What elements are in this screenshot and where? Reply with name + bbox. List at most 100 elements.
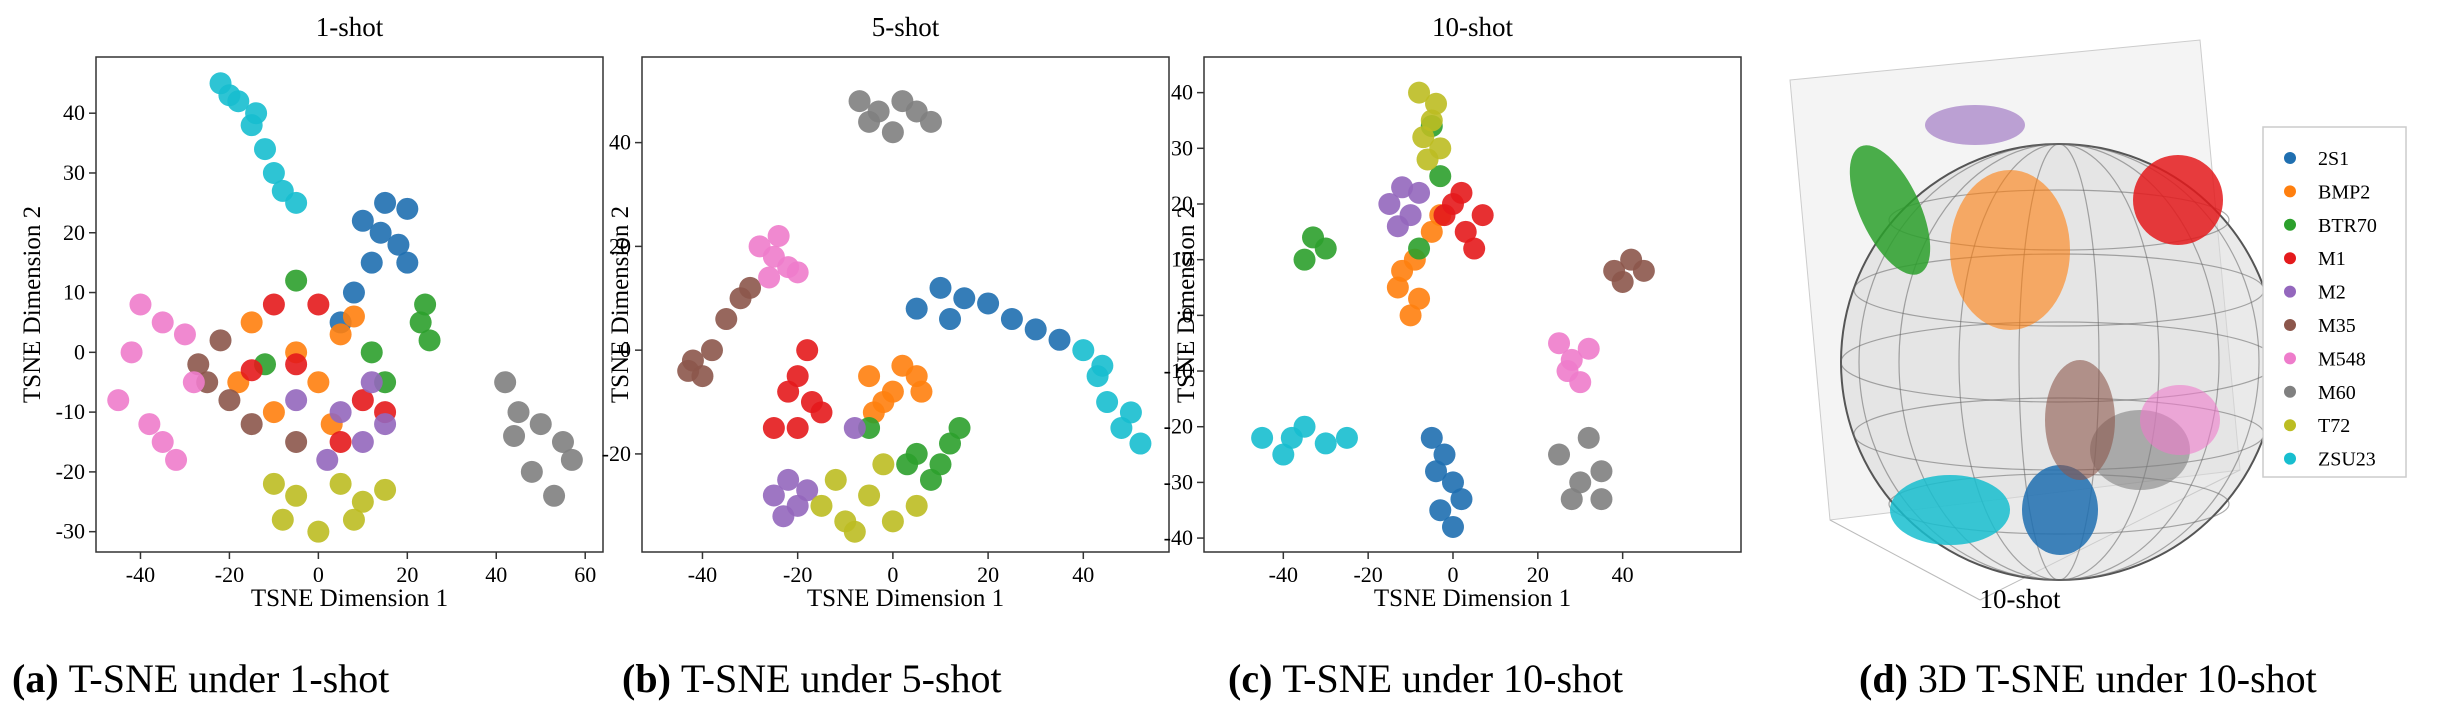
point <box>360 341 383 364</box>
y-axis-label: TSNE Dimension 2 <box>1173 206 1200 403</box>
y-tick-label: -20 <box>1164 414 1193 439</box>
plot-frame <box>641 56 1170 553</box>
legend-marker <box>2284 285 2296 298</box>
y-tick-label: -30 <box>56 519 85 544</box>
caption-label: (d) <box>1859 656 1908 701</box>
point <box>342 281 365 304</box>
legend-marker <box>2284 452 2296 465</box>
point <box>351 389 374 412</box>
y-tick-label: -10 <box>1164 358 1193 383</box>
x-tick-label: 40 <box>485 562 507 587</box>
x-tick-label: -20 <box>215 562 244 587</box>
point <box>240 413 263 436</box>
point <box>1454 220 1477 243</box>
point <box>948 416 971 439</box>
y-tick-label: 40 <box>609 130 631 155</box>
y-tick-label: 40 <box>1171 80 1193 105</box>
legend-marker <box>2284 185 2296 198</box>
caption-text: T-SNE under 1-shot <box>69 656 390 701</box>
point <box>396 197 419 220</box>
y-tick-label: 0 <box>620 337 631 362</box>
caption-text: T-SNE under 10-shot <box>1282 656 1623 701</box>
point <box>543 484 566 507</box>
point <box>351 209 374 232</box>
point <box>218 389 241 412</box>
point <box>1577 426 1600 449</box>
point <box>858 365 881 388</box>
y-tick-label: 20 <box>1171 191 1193 216</box>
point <box>896 453 919 476</box>
legend-label: BTR70 <box>2318 215 2377 237</box>
points <box>1251 81 1655 538</box>
y-tick-label: -40 <box>1164 525 1193 550</box>
y-tick-label: 10 <box>1171 247 1193 272</box>
point <box>1450 488 1473 511</box>
point <box>919 468 942 491</box>
caption: (d) 3D T-SNE under 10-shot <box>1859 656 2317 701</box>
point <box>494 371 517 394</box>
point <box>1119 401 1142 424</box>
point <box>1420 109 1443 132</box>
point <box>824 468 847 491</box>
point <box>173 323 196 346</box>
point <box>1560 488 1583 511</box>
point <box>1590 488 1613 511</box>
point <box>507 401 530 424</box>
y-tick-label: 30 <box>63 160 85 185</box>
point <box>307 371 330 394</box>
point <box>1391 176 1414 199</box>
point <box>929 276 952 299</box>
point <box>1272 443 1295 466</box>
point <box>551 431 574 453</box>
point <box>307 520 330 543</box>
point <box>777 468 800 491</box>
y-tick-label: 20 <box>63 220 85 245</box>
legend-label: M35 <box>2318 315 2356 337</box>
point <box>396 251 419 274</box>
legend-marker <box>2284 385 2296 398</box>
caption-label: (b) <box>622 656 671 701</box>
point <box>409 311 432 334</box>
point <box>360 371 383 394</box>
point <box>503 425 526 448</box>
point <box>218 84 241 107</box>
legend-label: M548 <box>2318 348 2366 370</box>
point <box>1425 460 1448 483</box>
chart-title: 10-shot <box>1432 12 1513 42</box>
point <box>1569 471 1592 494</box>
point <box>872 453 895 476</box>
caption-text: 3D T-SNE under 10-shot <box>1918 656 2317 701</box>
point <box>848 90 871 113</box>
caption-label: (c) <box>1228 656 1272 701</box>
point <box>843 520 866 543</box>
point <box>285 431 308 453</box>
y-tick-label: -30 <box>1164 469 1193 494</box>
point <box>240 359 263 382</box>
point <box>810 401 833 424</box>
point <box>1000 308 1023 331</box>
point <box>262 472 285 495</box>
point <box>1408 81 1431 104</box>
plot-frame <box>95 56 604 553</box>
point <box>351 490 374 513</box>
legend-label: T72 <box>2318 415 2350 437</box>
point <box>187 353 210 376</box>
point <box>1425 92 1448 115</box>
point <box>1556 360 1579 383</box>
x-axis-label: TSNE Dimension 1 <box>251 585 448 612</box>
point <box>1450 181 1473 204</box>
legend-marker <box>2284 252 2296 265</box>
point <box>867 100 890 123</box>
point <box>374 413 397 436</box>
point <box>1251 426 1274 449</box>
point <box>1129 432 1152 455</box>
x-tick-label: 40 <box>1612 562 1634 587</box>
point <box>739 276 762 299</box>
point <box>1441 471 1464 494</box>
point <box>262 293 285 316</box>
point <box>1416 148 1439 171</box>
y-tick-label: 10 <box>63 280 85 305</box>
x-axis-label: TSNE Dimension 1 <box>807 585 1004 612</box>
legend-label: BMP2 <box>2318 181 2370 203</box>
